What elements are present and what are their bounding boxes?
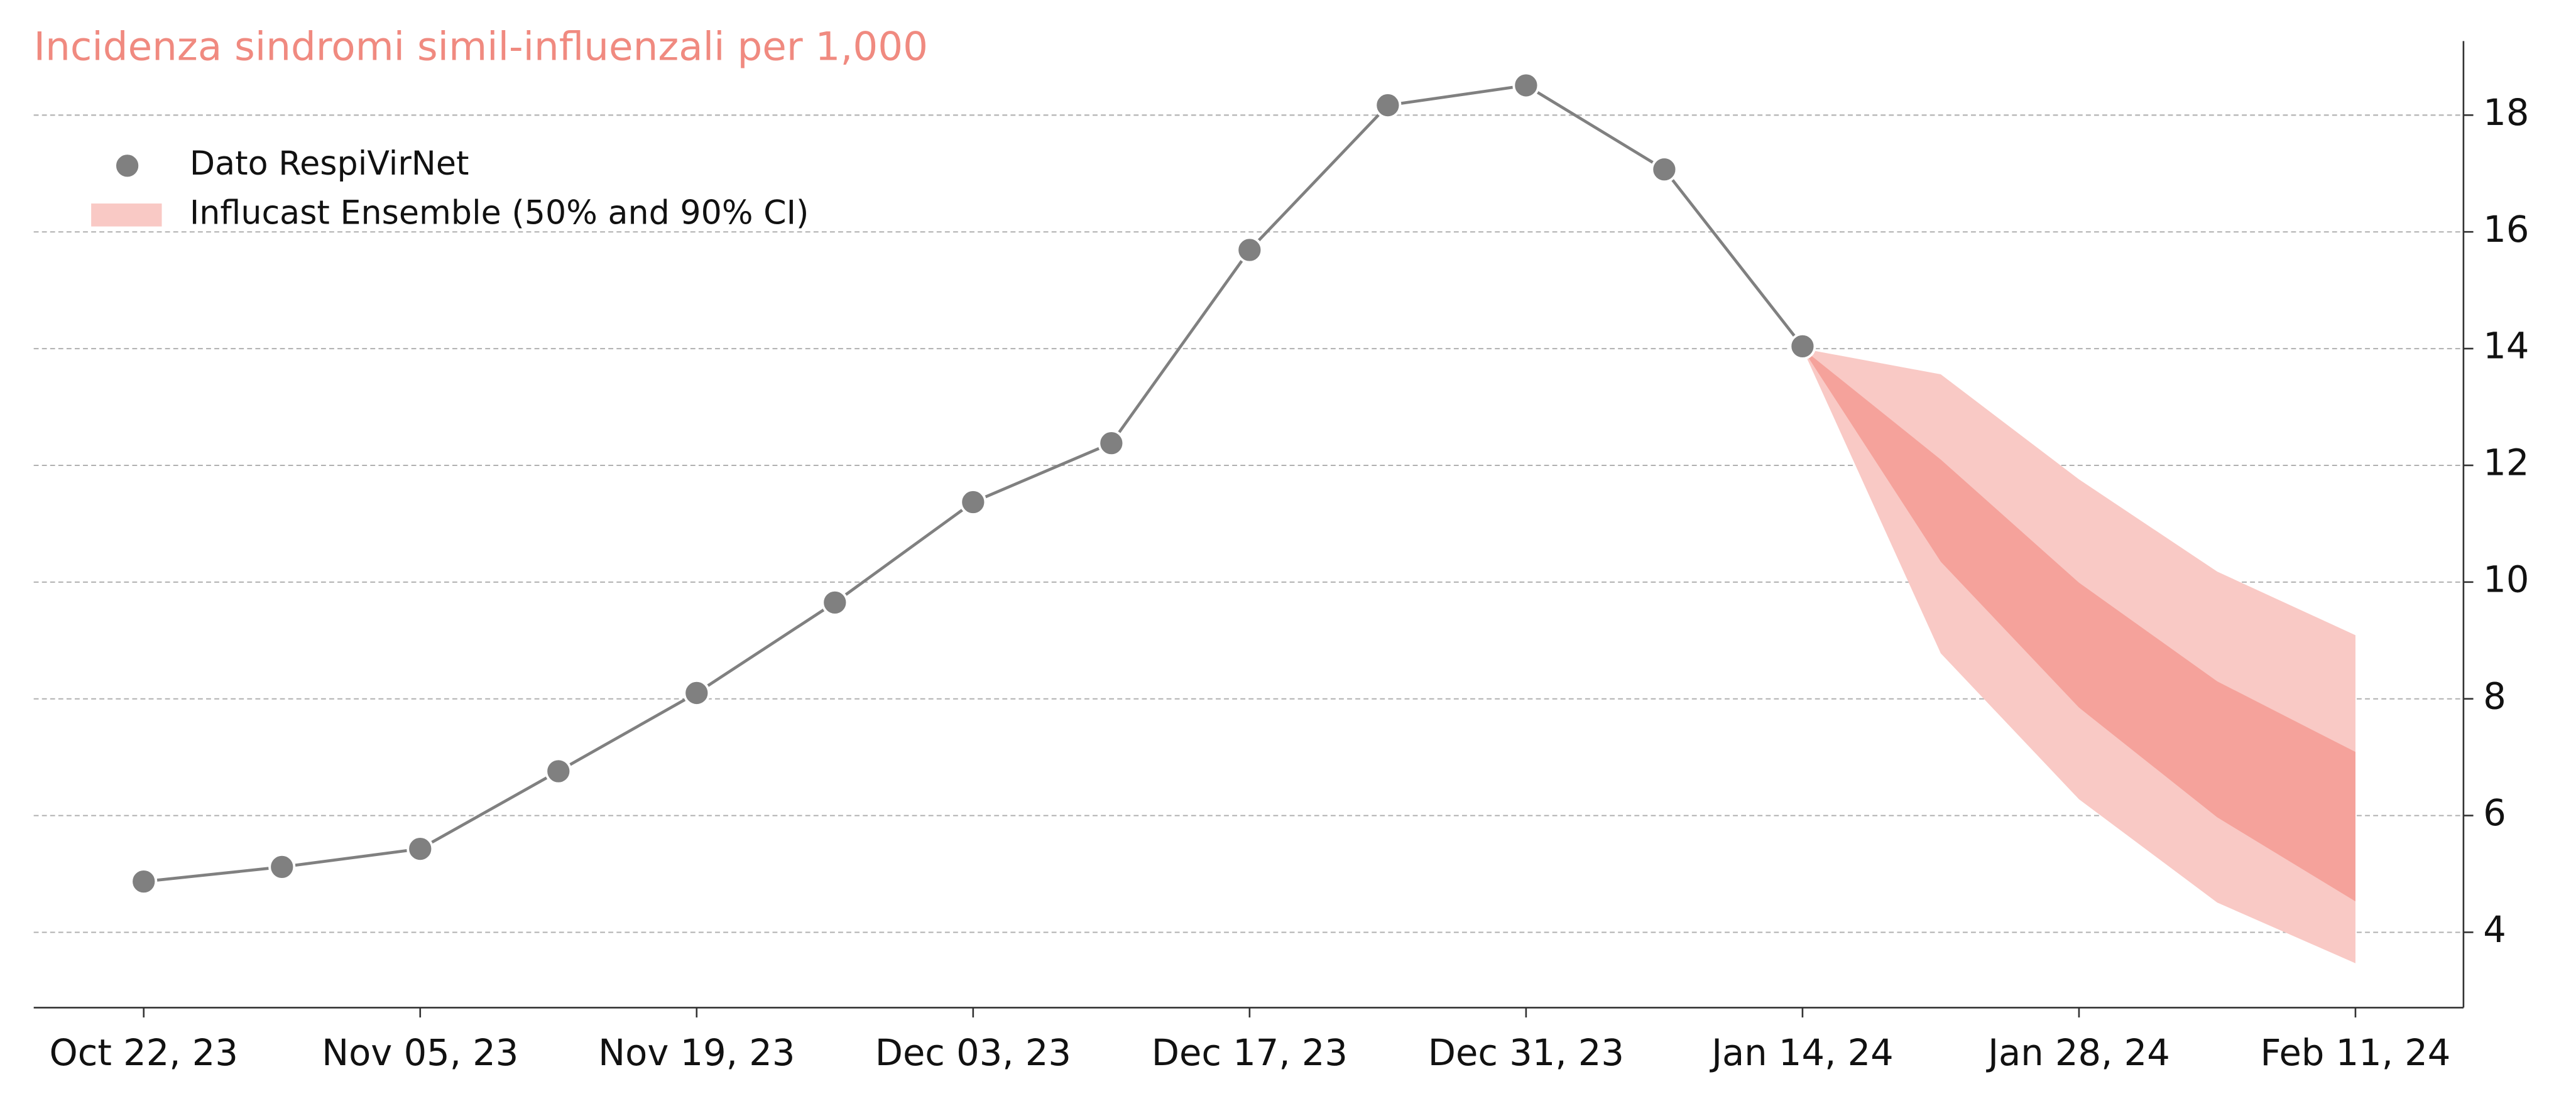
y-tick-label: 6 — [2483, 792, 2506, 834]
x-tick-label: Dec 17, 23 — [1152, 1032, 1348, 1074]
legend-marker — [114, 152, 141, 180]
x-tick-label: Oct 22, 23 — [50, 1032, 238, 1074]
data-point — [130, 868, 158, 896]
y-tick-label: 18 — [2483, 92, 2529, 134]
y-tick-label: 16 — [2483, 209, 2529, 251]
data-point — [683, 679, 711, 707]
y-tick-label: 12 — [2483, 442, 2529, 484]
data-point — [1789, 332, 1816, 360]
x-tick-label: Nov 05, 23 — [322, 1032, 518, 1074]
y-tick-label: 4 — [2483, 909, 2506, 951]
x-tick-label: Nov 19, 23 — [598, 1032, 795, 1074]
data-point — [1374, 91, 1402, 119]
data-point — [407, 835, 434, 863]
data-point — [1098, 430, 1125, 457]
y-tick-label: 8 — [2483, 675, 2506, 717]
y-tick-label: 10 — [2483, 558, 2529, 600]
data-point — [1236, 236, 1263, 264]
y-tick-label: 14 — [2483, 325, 2529, 367]
data-point — [545, 757, 572, 785]
x-tick-label: Feb 11, 24 — [2261, 1032, 2451, 1074]
x-tick-label: Jan 14, 24 — [1710, 1032, 1894, 1074]
data-point — [821, 588, 849, 616]
data-point — [1651, 156, 1678, 183]
x-tick-label: Jan 28, 24 — [1986, 1032, 2170, 1074]
x-tick-label: Dec 31, 23 — [1428, 1032, 1624, 1074]
chart-title: Incidenza sindromi simil-influenzali per… — [34, 23, 928, 69]
x-tick-label: Dec 03, 23 — [875, 1032, 1071, 1074]
legend-label: Influcast Ensemble (50% and 90% CI) — [190, 194, 809, 232]
data-point — [268, 853, 296, 881]
forecast-band — [1802, 349, 2355, 902]
data-point — [959, 488, 987, 516]
legend-swatch — [91, 203, 162, 227]
data-point — [1512, 72, 1540, 99]
legend-label: Dato RespiVirNet — [190, 145, 469, 183]
